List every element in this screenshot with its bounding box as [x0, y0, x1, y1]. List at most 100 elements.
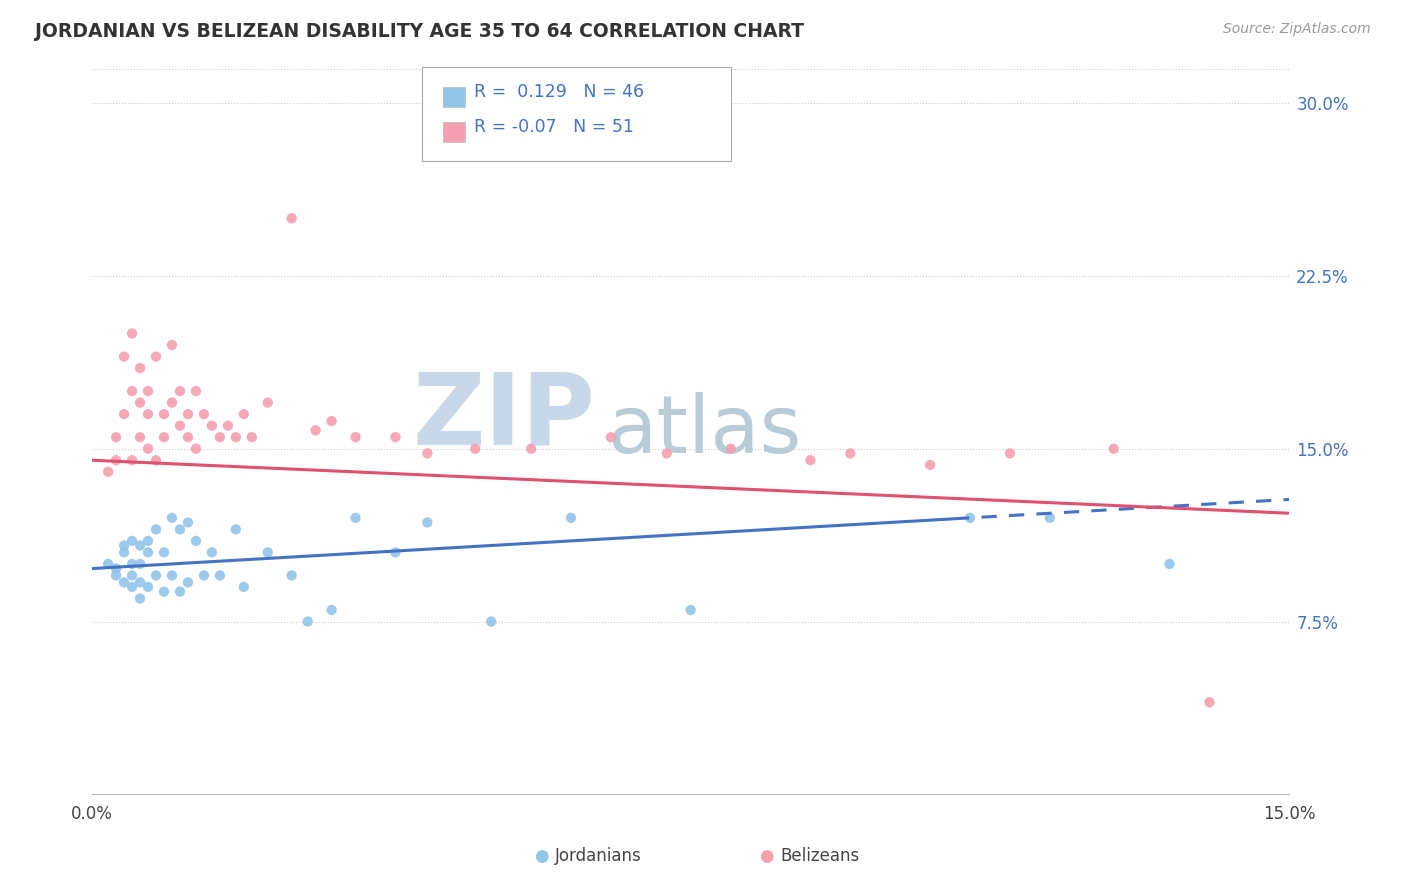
Text: ●: ●	[759, 847, 773, 865]
Point	[839, 446, 862, 460]
Point	[169, 584, 191, 599]
Point	[280, 568, 302, 582]
Point	[145, 453, 167, 467]
Point	[304, 423, 326, 437]
Text: atlas: atlas	[607, 392, 801, 470]
Point	[679, 603, 702, 617]
Point	[112, 575, 135, 590]
Point	[177, 516, 200, 530]
Point	[208, 568, 231, 582]
Point	[201, 418, 224, 433]
Point	[112, 350, 135, 364]
Point	[193, 407, 215, 421]
Point	[384, 545, 406, 559]
Point	[1198, 695, 1220, 709]
Point	[112, 545, 135, 559]
Point	[177, 575, 200, 590]
Point	[998, 446, 1021, 460]
Point	[177, 407, 200, 421]
Point	[145, 522, 167, 536]
Text: R = -0.07   N = 51: R = -0.07 N = 51	[474, 118, 634, 136]
Point	[129, 557, 152, 571]
Point	[121, 384, 143, 398]
Point	[105, 430, 128, 444]
Point	[129, 591, 152, 606]
Point	[160, 338, 183, 352]
Point	[799, 453, 821, 467]
Point	[129, 361, 152, 376]
Point	[720, 442, 742, 456]
Point	[160, 395, 183, 409]
Point	[160, 568, 183, 582]
Point	[1039, 511, 1062, 525]
Point	[153, 584, 176, 599]
Point	[920, 458, 942, 472]
Point	[193, 568, 215, 582]
Point	[153, 430, 176, 444]
Point	[169, 418, 191, 433]
Point	[153, 407, 176, 421]
Point	[136, 442, 159, 456]
Text: Source: ZipAtlas.com: Source: ZipAtlas.com	[1223, 22, 1371, 37]
Point	[160, 511, 183, 525]
Point	[121, 580, 143, 594]
Point	[169, 522, 191, 536]
Point	[136, 580, 159, 594]
Point	[184, 442, 207, 456]
Text: ●: ●	[534, 847, 548, 865]
Point	[464, 442, 486, 456]
Text: Jordanians: Jordanians	[555, 847, 643, 865]
Point	[1159, 557, 1181, 571]
Text: ZIP: ZIP	[412, 368, 595, 466]
Point	[344, 511, 367, 525]
Point	[256, 545, 278, 559]
Point	[105, 561, 128, 575]
Point	[105, 453, 128, 467]
Point	[121, 326, 143, 341]
Point	[112, 539, 135, 553]
Point	[321, 414, 343, 428]
Point	[321, 603, 343, 617]
Point	[136, 384, 159, 398]
Point	[136, 407, 159, 421]
Point	[177, 430, 200, 444]
Point	[280, 211, 302, 226]
Point	[97, 557, 120, 571]
Point	[416, 446, 439, 460]
Point	[560, 511, 582, 525]
Point	[121, 533, 143, 548]
Point	[600, 430, 623, 444]
Point	[184, 533, 207, 548]
Point	[121, 557, 143, 571]
Point	[129, 539, 152, 553]
Point	[959, 511, 981, 525]
Point	[520, 442, 543, 456]
Point	[225, 430, 247, 444]
Point	[208, 430, 231, 444]
Point	[129, 395, 152, 409]
Point	[297, 615, 319, 629]
Point	[479, 615, 502, 629]
Point	[136, 545, 159, 559]
Point	[129, 430, 152, 444]
Point	[121, 568, 143, 582]
Point	[145, 350, 167, 364]
Point	[655, 446, 678, 460]
Point	[97, 465, 120, 479]
Text: JORDANIAN VS BELIZEAN DISABILITY AGE 35 TO 64 CORRELATION CHART: JORDANIAN VS BELIZEAN DISABILITY AGE 35 …	[35, 22, 804, 41]
Point	[153, 545, 176, 559]
Point	[145, 568, 167, 582]
Point	[256, 395, 278, 409]
Point	[225, 522, 247, 536]
Point	[129, 575, 152, 590]
Point	[232, 580, 254, 594]
Text: Belizeans: Belizeans	[780, 847, 859, 865]
Point	[1102, 442, 1125, 456]
Text: R =  0.129   N = 46: R = 0.129 N = 46	[474, 83, 644, 101]
Point	[184, 384, 207, 398]
Point	[416, 516, 439, 530]
Point	[232, 407, 254, 421]
Point	[112, 407, 135, 421]
Point	[344, 430, 367, 444]
Point	[121, 453, 143, 467]
